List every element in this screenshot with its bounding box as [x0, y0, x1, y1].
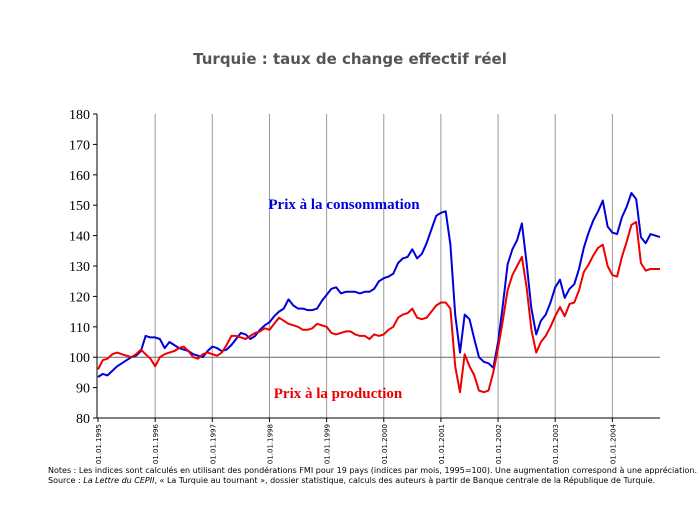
y-tick-label: 130 [69, 260, 90, 275]
y-tick-label: 150 [69, 199, 90, 214]
gridlines [97, 114, 660, 418]
y-tick-label: 170 [69, 138, 90, 153]
y-tick-label: 100 [69, 351, 90, 366]
y-tick-label: 180 [69, 108, 90, 123]
y-tick-label: 140 [69, 230, 90, 245]
annotations: Prix à la consommation Prix à la producti… [268, 197, 420, 402]
x-tick-label: 01.01.2001 [438, 424, 446, 464]
chart-title: Turquie : taux de change effectif réel [193, 50, 507, 68]
y-tick-label: 110 [70, 321, 90, 336]
axes: 80 90 100 110 120 130 140 150 160 170 180 01.01.199… [69, 108, 660, 464]
source-detail: , « La Turquie au tournant », dossier st… [154, 476, 656, 485]
x-tick-label: 01.01.2004 [609, 423, 617, 464]
x-tick-label: 01.01.2000 [381, 424, 389, 464]
series-lines [97, 192, 661, 394]
y-tick-label: 80 [76, 412, 90, 427]
x-tick-label: 01.01.1995 [95, 424, 103, 464]
source-publication: La Lettre du CEPII [83, 476, 155, 485]
series-line-production [97, 220, 660, 394]
series-line-consommation [97, 192, 661, 378]
x-tick-label: 01.01.2003 [552, 424, 560, 464]
x-tick-label: 01.01.1996 [152, 423, 160, 464]
x-tick-label: 01.01.2002 [495, 424, 503, 464]
x-tick-label: 01.01.1998 [266, 424, 274, 464]
y-tick-label: 90 [76, 382, 90, 397]
y-tick-label: 160 [69, 169, 90, 184]
chart-note: Notes : Les indices sont calculés en uti… [48, 466, 697, 475]
annotation-consommation: Prix à la consommation [268, 197, 420, 213]
y-tick-label: 120 [69, 290, 90, 305]
x-tick-label: 01.01.1997 [209, 424, 217, 464]
x-tick-label: 01.01.1999 [324, 424, 332, 464]
chart-source: Source : La Lettre du CEPII, « La Turqui… [48, 476, 655, 485]
annotation-production: Prix à la production [274, 386, 403, 402]
source-prefix: Source : [48, 476, 84, 485]
